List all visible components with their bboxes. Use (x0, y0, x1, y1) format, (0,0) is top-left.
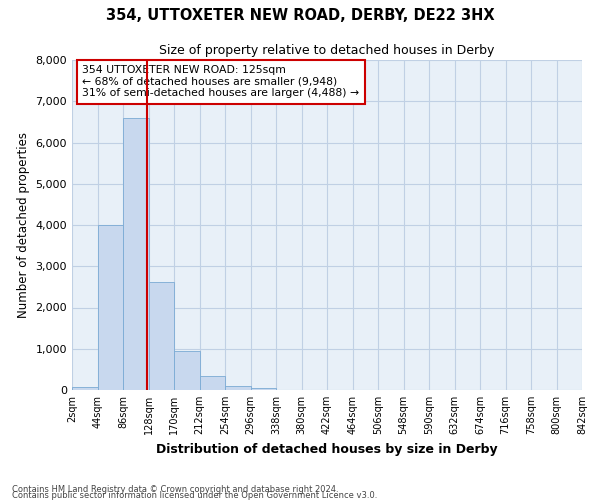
Text: Contains HM Land Registry data © Crown copyright and database right 2024.: Contains HM Land Registry data © Crown c… (12, 484, 338, 494)
Bar (123, 118, 149, 390)
Bar (174, 351, 199, 390)
Bar (72, 387, 97, 390)
Bar (225, 386, 251, 390)
Text: 354, UTTOXETER NEW ROAD, DERBY, DE22 3HX: 354, UTTOXETER NEW ROAD, DERBY, DE22 3HX (106, 8, 494, 22)
Bar (97, 225, 123, 390)
Text: 354 UTTOXETER NEW ROAD: 125sqm
← 68% of detached houses are smaller (9,948)
31% : 354 UTTOXETER NEW ROAD: 125sqm ← 68% of … (82, 65, 359, 98)
Title: Size of property relative to detached houses in Derby: Size of property relative to detached ho… (160, 44, 494, 58)
Bar (251, 388, 276, 390)
X-axis label: Distribution of detached houses by size in Derby: Distribution of detached houses by size … (156, 442, 498, 456)
Bar (149, 282, 174, 390)
Text: Contains public sector information licensed under the Open Government Licence v3: Contains public sector information licen… (12, 490, 377, 500)
Y-axis label: Number of detached properties: Number of detached properties (17, 132, 30, 318)
Bar (199, 376, 225, 390)
